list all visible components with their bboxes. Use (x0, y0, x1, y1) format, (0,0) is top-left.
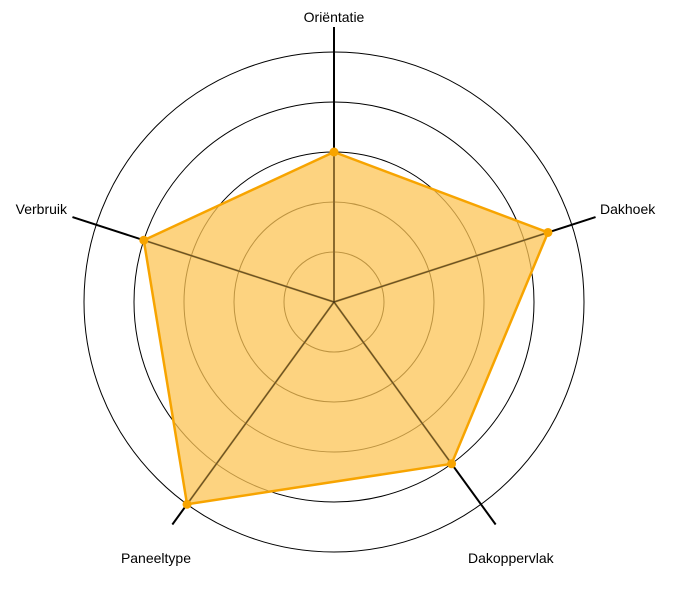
series-points (139, 147, 553, 509)
data-point-1 (329, 147, 339, 157)
axis-label-2: Dakhoek (600, 201, 656, 217)
data-point-5 (139, 235, 149, 245)
axis-label-3: Dakoppervlak (468, 550, 555, 566)
axis-labels: Oriëntatie Dakhoek Dakoppervlak Paneeltype V… (16, 9, 657, 566)
data-point-3 (447, 459, 457, 469)
series-area (142, 150, 550, 506)
axis-spoke-5 (72, 216, 335, 303)
axis-spoke-4 (171, 301, 335, 525)
data-point-2 (543, 227, 553, 237)
axis-label-4: Paneeltype (121, 550, 191, 566)
axis-label-5: Verbruik (16, 201, 68, 217)
data-point-4 (182, 499, 192, 509)
axis-spoke-3 (333, 301, 497, 525)
series-polygon (142, 150, 550, 506)
axis-label-1: Oriëntatie (304, 9, 365, 25)
